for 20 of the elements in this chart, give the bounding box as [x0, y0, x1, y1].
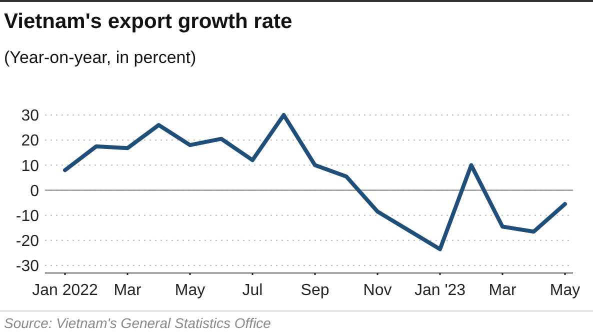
y-tick-label: -30: [16, 258, 40, 276]
x-tick-label: Mar: [488, 282, 517, 299]
chart-subtitle: (Year-on-year, in percent): [4, 48, 196, 67]
y-tick-label: 20: [21, 132, 40, 150]
x-tick-label: Mar: [114, 282, 142, 299]
x-tick-label: Jan 2022: [32, 282, 98, 299]
source-note: Source: Vietnam's General Statistics Office: [4, 315, 272, 331]
x-tick-label: Nov: [363, 282, 392, 299]
x-tick-label: Jan '23: [414, 282, 466, 299]
y-tick-label: 30: [21, 108, 40, 125]
chart-title: Vietnam's export growth rate: [4, 10, 292, 33]
y-tick-label: -10: [16, 208, 40, 225]
y-tick-label: 10: [21, 158, 40, 175]
line-series: [63, 113, 567, 252]
y-tick-label: 0: [30, 182, 40, 200]
x-tick-label: May: [550, 282, 580, 299]
x-tick-label: May: [174, 282, 206, 299]
y-tick-label: -20: [16, 232, 40, 250]
x-tick-label: Sep: [300, 282, 330, 299]
x-tick-label: Jul: [242, 282, 263, 299]
